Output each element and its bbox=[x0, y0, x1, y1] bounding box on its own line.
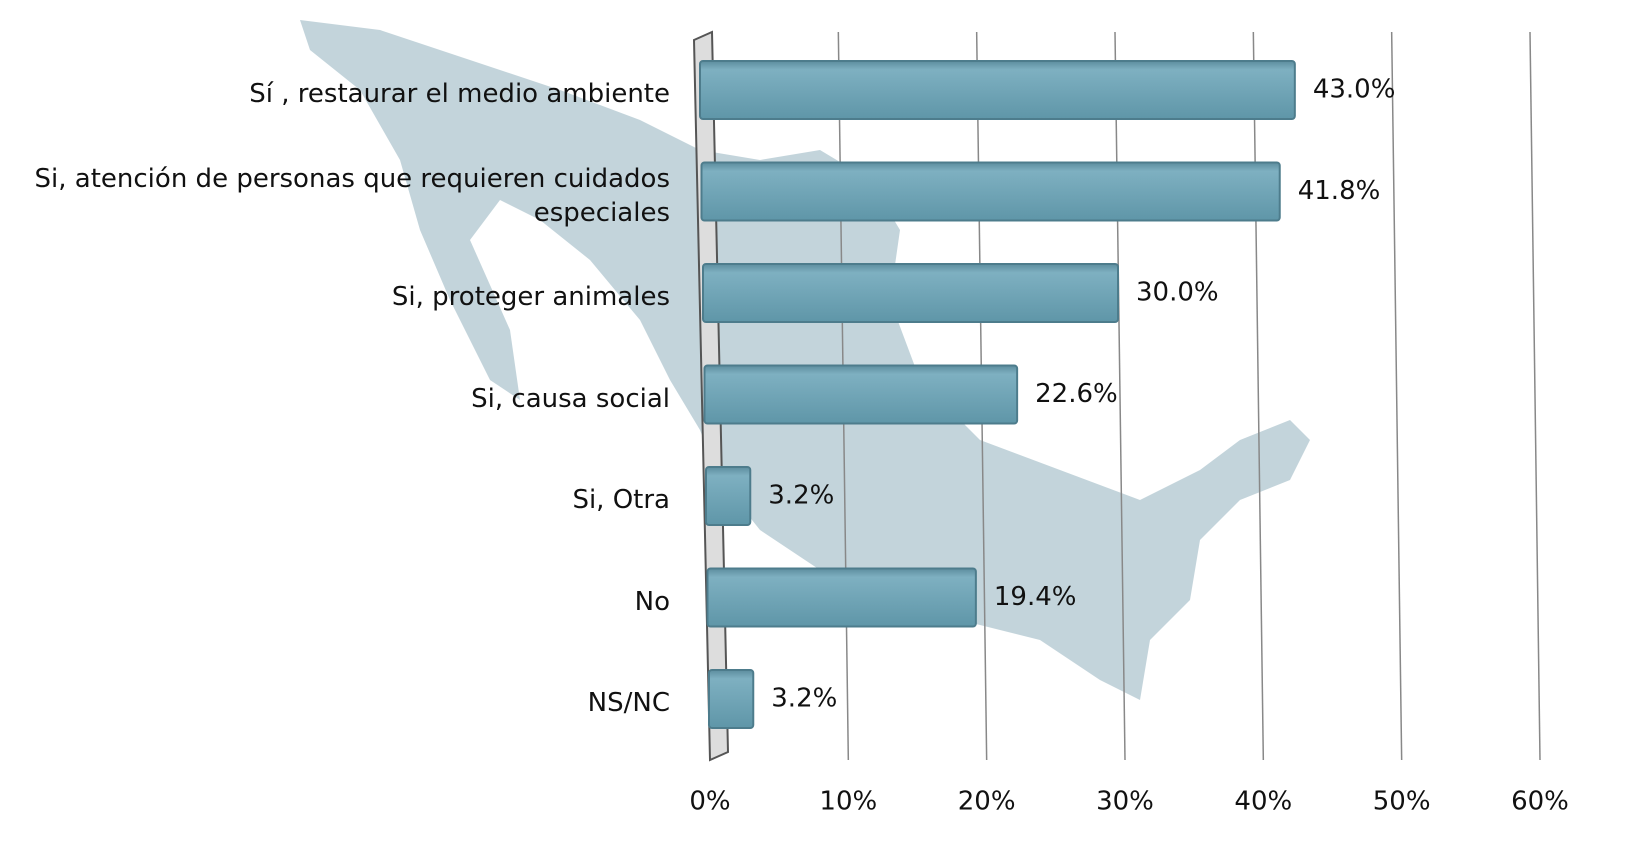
value-label: 30.0% bbox=[1136, 278, 1219, 308]
grid-line bbox=[1390, 31, 1403, 761]
value-label: 41.8% bbox=[1298, 176, 1381, 206]
bar bbox=[705, 466, 752, 526]
y-tick-label: NS/NC bbox=[587, 688, 670, 718]
x-tick-label: 60% bbox=[1511, 787, 1569, 817]
x-tick-label: 40% bbox=[1234, 787, 1292, 817]
grid-line bbox=[1529, 31, 1541, 761]
bar bbox=[699, 60, 1296, 120]
x-tick-label: 50% bbox=[1373, 787, 1431, 817]
x-tick-label: 30% bbox=[1096, 787, 1154, 817]
x-tick-label: 0% bbox=[689, 787, 730, 817]
bar bbox=[708, 669, 755, 729]
x-tick-label: 10% bbox=[819, 787, 877, 817]
grid-line bbox=[1252, 31, 1265, 761]
map-background bbox=[300, 20, 1310, 700]
grid-line bbox=[1114, 31, 1126, 761]
value-label: 43.0% bbox=[1313, 75, 1396, 105]
y-tick-label: Si, atención de personas que requieren c… bbox=[34, 163, 670, 228]
bar bbox=[700, 161, 1281, 222]
value-label: 19.4% bbox=[994, 582, 1077, 612]
x-tick-label: 20% bbox=[958, 787, 1016, 817]
bar bbox=[703, 364, 1019, 425]
y-tick-label: Sí , restaurar el medio ambiente bbox=[249, 79, 670, 109]
value-label: 22.6% bbox=[1035, 379, 1118, 409]
bar bbox=[706, 567, 977, 628]
y-tick-label: No bbox=[634, 586, 670, 617]
y-tick-label: Si, proteger animales bbox=[391, 282, 670, 312]
bar bbox=[702, 263, 1119, 323]
value-label: 3.2% bbox=[771, 684, 837, 714]
y-tick-label: Si, Otra bbox=[572, 485, 670, 515]
value-label: 3.2% bbox=[768, 481, 834, 511]
y-tick-label: Si, causa social bbox=[471, 383, 670, 414]
